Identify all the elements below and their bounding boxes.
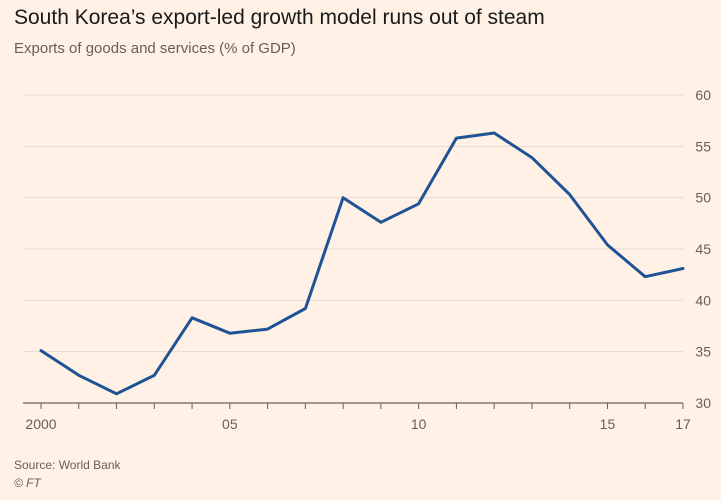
x-tick-label: 05: [222, 416, 238, 432]
y-tick-label: 55: [695, 138, 711, 154]
x-tick-label: 17: [675, 416, 691, 432]
exports-series-line: [39, 131, 685, 396]
y-tick-label: 45: [695, 241, 711, 257]
x-tick-label: 15: [600, 416, 616, 432]
y-tick-label: 30: [695, 395, 711, 411]
y-tick-label: 50: [695, 190, 711, 206]
x-tick-label: 10: [411, 416, 427, 432]
chart-title: South Korea’s export-led growth model ru…: [14, 6, 545, 29]
x-tick-label: 2000: [25, 416, 56, 432]
y-tick-label: 60: [695, 87, 711, 103]
y-tick-label: 35: [695, 344, 711, 360]
source-note: Source: World Bank: [14, 458, 121, 472]
y-tick-label: 40: [695, 292, 711, 308]
ft-credit: © FT: [14, 476, 41, 490]
chart-subtitle: Exports of goods and services (% of GDP): [14, 40, 296, 57]
